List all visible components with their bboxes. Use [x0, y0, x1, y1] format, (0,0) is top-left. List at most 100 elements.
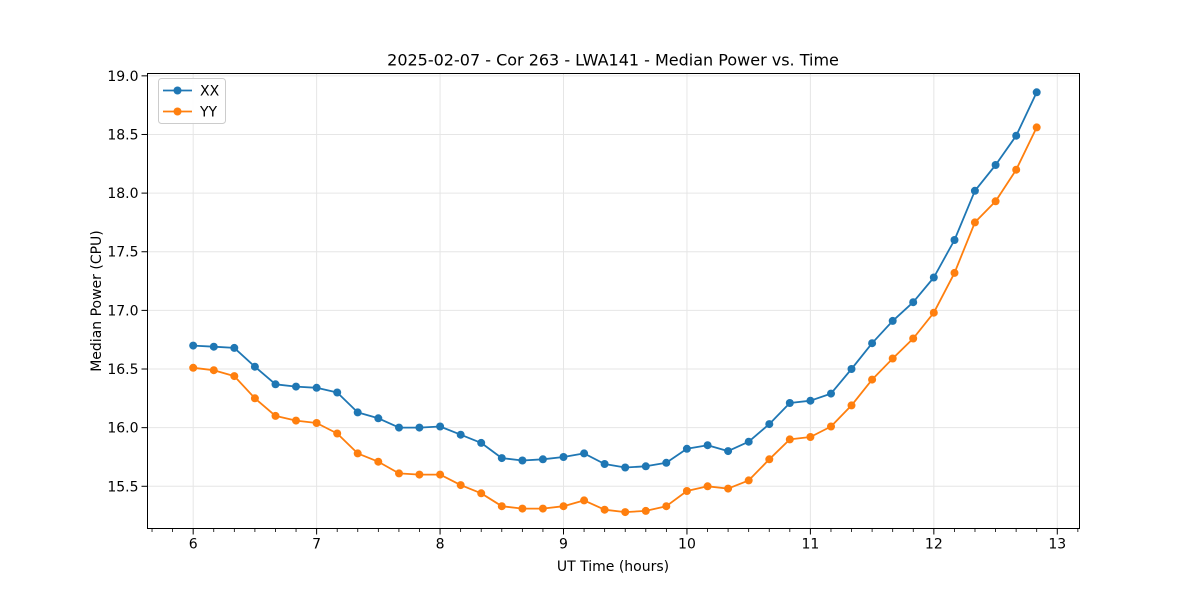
data-point	[806, 396, 815, 405]
data-point	[353, 408, 362, 417]
data-point	[538, 455, 547, 464]
data-point	[600, 505, 609, 514]
data-point	[477, 438, 486, 447]
data-point	[868, 339, 877, 348]
data-point	[415, 470, 424, 479]
data-point	[580, 496, 589, 505]
x-tick-label: 6	[189, 537, 198, 553]
data-point	[292, 382, 300, 391]
data-point	[580, 449, 589, 458]
legend-marker	[173, 86, 182, 95]
data-point	[621, 508, 630, 517]
data-point	[703, 482, 712, 491]
y-tick-label: 18.5	[107, 127, 138, 143]
data-point	[806, 433, 815, 441]
y-tick-label: 19.0	[107, 69, 138, 85]
axis-ticks: 6 7 8 9 10 11 12 13 15.5 16.0 16.5 17.0 17.5 18.0 18.5…	[107, 69, 1079, 553]
series-yy	[189, 123, 1041, 517]
data-point	[909, 298, 918, 307]
data-point	[950, 236, 959, 244]
x-tick-label: 12	[925, 537, 943, 553]
data-point	[868, 375, 877, 384]
data-point	[497, 502, 506, 511]
data-point	[888, 354, 897, 363]
data-point	[333, 388, 342, 397]
series-line	[192, 126, 1038, 513]
data-point	[1012, 165, 1021, 174]
legend: XX YY	[158, 78, 226, 124]
legend-label: YY	[199, 105, 218, 121]
data-point	[970, 186, 979, 195]
data-point	[250, 362, 259, 371]
legend-marker	[173, 107, 182, 116]
data-point	[415, 423, 424, 432]
y-tick-label: 17.5	[107, 245, 138, 261]
data-point	[991, 161, 1000, 169]
data-point	[250, 394, 259, 403]
data-point	[230, 343, 239, 352]
data-point	[353, 449, 362, 458]
data-point	[559, 453, 568, 461]
data-point	[518, 456, 527, 465]
data-point	[436, 470, 445, 479]
data-point	[374, 457, 383, 466]
data-point	[271, 411, 280, 420]
data-point	[847, 401, 856, 410]
data-point	[1012, 131, 1021, 140]
data-point	[1032, 88, 1041, 97]
data-point	[888, 316, 897, 325]
data-point	[929, 273, 938, 282]
chart-title: 2025-02-07 - Cor 263 - LWA141 - Median P…	[387, 50, 839, 70]
data-point	[395, 423, 403, 432]
data-point	[641, 462, 650, 471]
plot-border	[147, 73, 1080, 529]
data-point	[271, 380, 280, 389]
data-point	[765, 455, 774, 464]
data-point	[600, 460, 609, 468]
data-point	[662, 458, 671, 467]
data-point	[230, 372, 239, 381]
data-point	[456, 481, 465, 490]
y-tick-label: 16.0	[107, 421, 138, 437]
data-point	[765, 420, 774, 429]
legend-label: XX	[200, 84, 220, 100]
series-line	[192, 91, 1038, 469]
data-point	[950, 268, 959, 277]
x-axis-label: UT Time (hours)	[556, 559, 670, 575]
data-point	[641, 506, 650, 515]
data-point	[518, 504, 527, 513]
data-point	[477, 489, 486, 498]
data-point	[312, 383, 321, 392]
data-point	[929, 308, 938, 317]
data-point	[785, 399, 794, 407]
data-point	[189, 363, 198, 372]
data-point	[785, 435, 794, 444]
x-tick-label: 9	[559, 537, 568, 553]
data-point	[209, 342, 218, 351]
y-tick-label: 18.0	[107, 186, 138, 202]
data-point	[395, 469, 403, 478]
y-tick-label: 17.0	[107, 303, 138, 319]
data-point	[538, 504, 547, 513]
data-point	[682, 487, 691, 495]
data-point	[497, 454, 506, 463]
x-tick-label: 13	[1048, 537, 1066, 553]
data-point	[209, 366, 218, 375]
data-point	[827, 422, 835, 431]
data-point	[1032, 123, 1041, 132]
x-tick-label: 11	[801, 537, 819, 553]
data-point	[909, 334, 918, 343]
data-point	[682, 444, 691, 453]
series-xx	[189, 88, 1041, 472]
y-tick-label: 15.5	[107, 479, 138, 495]
data-point	[436, 422, 445, 431]
data-point	[456, 430, 465, 439]
data-point	[559, 502, 568, 511]
data-point	[847, 365, 856, 373]
data-point	[724, 484, 733, 493]
data-point	[333, 429, 342, 438]
data-point	[703, 441, 712, 450]
data-point	[621, 463, 630, 472]
